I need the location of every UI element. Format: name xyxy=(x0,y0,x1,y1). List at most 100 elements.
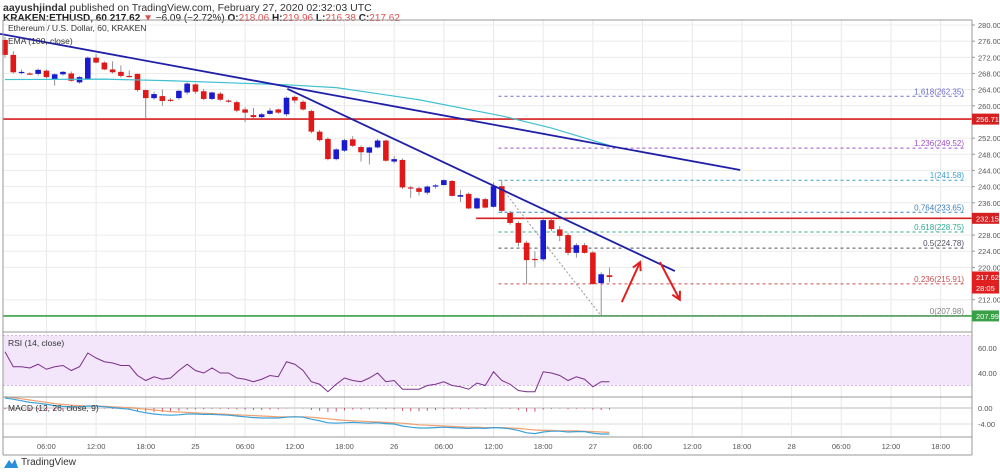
macd-line xyxy=(4,397,610,435)
candle-body-down xyxy=(292,96,298,101)
candle-body-up xyxy=(341,140,348,151)
candle-body-up xyxy=(540,220,546,260)
fib-level-label: 0.5(224.78) xyxy=(923,239,964,248)
candle-body-down xyxy=(399,159,406,188)
time-tick-label: 27 xyxy=(589,442,597,451)
candle xyxy=(76,76,83,84)
candle-body-down xyxy=(316,131,323,141)
candle-body-down xyxy=(225,100,232,102)
candle xyxy=(134,73,141,92)
candle xyxy=(2,37,8,58)
candle-body-down xyxy=(109,69,116,73)
last-price: 217.62 xyxy=(109,13,141,24)
candle xyxy=(101,61,108,71)
fib-level-label: 0.236(215.91) xyxy=(914,275,964,284)
price-tick-label: 228.00 xyxy=(978,231,1000,240)
time-tick-label: 26 xyxy=(390,442,398,451)
author-name[interactable]: aayushjindal xyxy=(3,2,67,14)
price-tick-label: 264.00 xyxy=(978,86,1000,95)
time-tick-label: 28 xyxy=(787,442,795,451)
time-tick-label: 18:00 xyxy=(733,442,752,451)
candle xyxy=(474,197,480,210)
candle-body-down xyxy=(200,91,207,99)
candle xyxy=(465,192,472,210)
resistance-232-badge: 232.15 xyxy=(976,214,999,223)
candle xyxy=(606,267,613,283)
low-value: 216.38 xyxy=(325,13,356,24)
fib-level-label: 0.618(228.75) xyxy=(914,223,964,232)
candle xyxy=(556,226,563,242)
candle-body-down xyxy=(308,111,315,132)
time-tick-label: 12:00 xyxy=(484,442,503,451)
candle xyxy=(60,71,66,76)
candle xyxy=(292,95,298,104)
candle xyxy=(176,89,182,100)
levels-layer: 1.618(262.35) 1.236(249.52) 1(241.58) 0.764… xyxy=(3,87,972,317)
tradingview-logo[interactable]: TradingView xyxy=(4,457,76,468)
ema-legend[interactable]: EMA (100, close) xyxy=(8,36,73,46)
time-tick-label: 06:00 xyxy=(832,442,851,451)
candle xyxy=(250,107,257,120)
macd-legend[interactable]: MACD (12, 26, close, 9) xyxy=(8,403,99,413)
candle xyxy=(109,61,116,74)
candle-body-down xyxy=(275,109,282,113)
price-tick-label: 244.00 xyxy=(978,166,1000,175)
candle xyxy=(383,139,389,162)
candle xyxy=(68,71,75,82)
up-arrow-icon xyxy=(620,260,642,303)
candle xyxy=(10,51,17,74)
price-change: −6.09 (−2.72%) xyxy=(155,13,225,24)
candle-body-down xyxy=(449,180,455,196)
candle xyxy=(515,221,522,247)
macd-tick-label: -4.00 xyxy=(978,420,995,429)
upper-trendline xyxy=(0,33,741,171)
rsi-tick-label: 60.00 xyxy=(978,344,997,353)
price-tick-label: 224.00 xyxy=(978,247,1000,256)
candle-body-down xyxy=(499,186,505,211)
candle-body-up xyxy=(209,92,215,99)
candle xyxy=(325,137,331,161)
candle xyxy=(333,148,339,161)
candle-body-up xyxy=(333,149,339,160)
price-tick-label: 236.00 xyxy=(978,199,1000,208)
candle xyxy=(267,107,273,115)
candle-body-down xyxy=(523,242,530,261)
close-label: C: xyxy=(358,13,370,24)
tradingview-logo-icon xyxy=(4,458,18,468)
candle xyxy=(532,251,538,268)
candle xyxy=(316,130,323,142)
candle xyxy=(283,96,290,117)
candle-body-down xyxy=(242,109,248,113)
indicator-layer xyxy=(4,351,610,435)
candle-body-up xyxy=(374,140,381,148)
price-tick-label: 212.00 xyxy=(978,296,1000,305)
bar-countdown-badge: 28:05 xyxy=(976,284,995,293)
arrow-shaft xyxy=(620,261,641,303)
rsi-tick-label: 40.00 xyxy=(978,369,997,378)
candle xyxy=(366,146,373,165)
current-price-badge: 217.62 xyxy=(976,273,999,282)
candle-body-up xyxy=(474,198,480,209)
candle xyxy=(399,158,406,190)
current-price-badge-bg xyxy=(972,271,999,283)
rsi-legend[interactable]: RSI (14, close) xyxy=(8,338,64,348)
candle xyxy=(27,72,33,76)
candle-body-down xyxy=(68,73,75,81)
candle-body-down xyxy=(126,75,132,78)
time-tick-label: 12:00 xyxy=(285,442,304,451)
support-208-badge-bg xyxy=(972,310,999,322)
candle-body-down xyxy=(159,96,166,101)
candle-body-down xyxy=(142,90,149,99)
candle-body-down xyxy=(349,139,356,146)
candle-body-up xyxy=(184,83,190,93)
arrow-head xyxy=(632,260,642,272)
candle xyxy=(167,98,174,102)
candle xyxy=(590,251,596,285)
candle-body-up xyxy=(598,274,604,284)
price-tick-label: 240.00 xyxy=(978,183,1000,192)
fib-level-label: 1(241.58) xyxy=(930,171,965,180)
time-tick-label: 06:00 xyxy=(37,442,56,451)
candle-body-up xyxy=(35,69,41,74)
candle-body-up xyxy=(457,195,464,197)
